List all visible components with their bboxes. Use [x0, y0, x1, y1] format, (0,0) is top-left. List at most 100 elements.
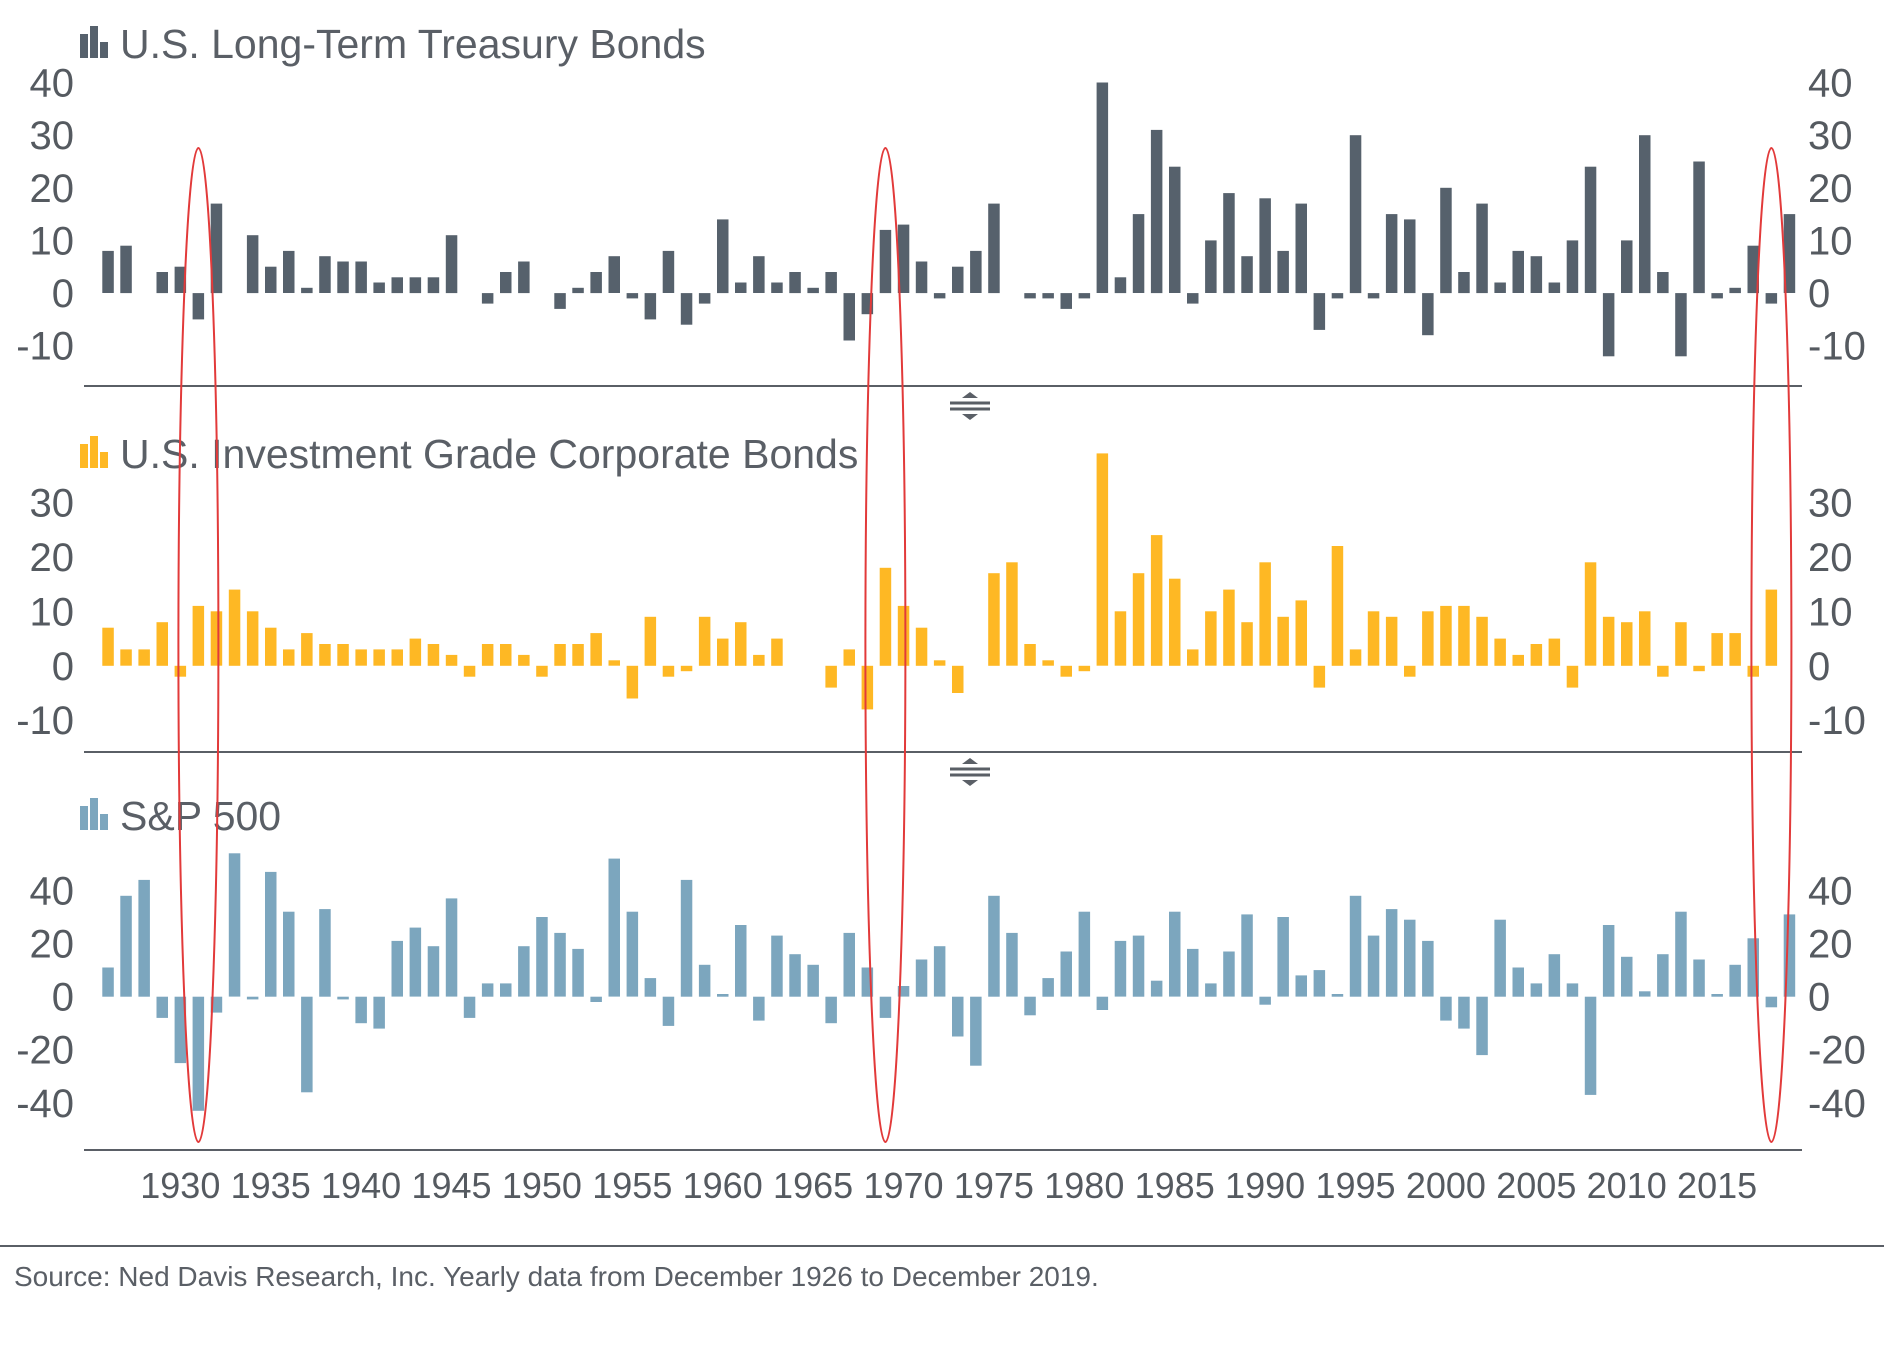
bar-1948 — [500, 272, 512, 294]
bar-1931 — [192, 293, 205, 320]
bar-1942 — [391, 277, 403, 294]
bar-1934 — [246, 235, 259, 294]
bar-1935 — [265, 266, 277, 293]
bar-1960 — [717, 994, 729, 997]
y-tick-left: 20 — [30, 167, 75, 211]
bar-1946 — [463, 996, 476, 1018]
bar-1944 — [427, 277, 440, 294]
y-tick-right: -10 — [1808, 325, 1866, 369]
y-tick-right: -40 — [1808, 1082, 1866, 1126]
bar-1974 — [970, 996, 982, 1066]
y-tick-right: 0 — [1808, 976, 1830, 1020]
bar-1961 — [735, 622, 747, 666]
bar-1940 — [355, 996, 367, 1024]
bar-1990 — [1259, 996, 1271, 1005]
bar-1930 — [174, 266, 187, 293]
bar-2009 — [1602, 293, 1615, 357]
x-tick-label: 2005 — [1496, 1165, 1576, 1206]
y-tick-left: -10 — [16, 699, 74, 743]
x-tick-label: 2010 — [1587, 1165, 1667, 1206]
bar-2002 — [1476, 996, 1488, 1056]
bar-1992 — [1295, 975, 1307, 997]
bar-1955 — [626, 911, 639, 997]
bar-1949 — [518, 261, 530, 294]
y-tick-right: -20 — [1808, 1029, 1866, 1073]
x-tick-label: 1945 — [411, 1165, 491, 1206]
panel-2: U.S. Investment Grade Corporate Bonds 30 3… — [16, 431, 1866, 786]
bar-1984 — [1150, 535, 1163, 666]
bar-1929 — [156, 622, 168, 666]
resize-handle-icon[interactable] — [950, 392, 990, 420]
bar-1995 — [1349, 649, 1362, 666]
bar-1951 — [554, 932, 566, 997]
bar-1947 — [481, 983, 494, 997]
bar-1969 — [879, 567, 892, 666]
bar-1957 — [662, 665, 675, 677]
bar-1930 — [174, 996, 187, 1064]
bar-1947 — [481, 644, 494, 666]
bar-1944 — [427, 644, 440, 666]
bar-1949 — [518, 654, 530, 666]
bar-2006 — [1548, 638, 1561, 666]
bar-1967 — [843, 649, 855, 666]
bar-1962 — [753, 256, 765, 293]
bar-2003 — [1494, 638, 1506, 666]
panel-title: U.S. Investment Grade Corporate Bonds — [120, 431, 858, 477]
bar-1951 — [554, 293, 566, 309]
y-tick-left: 30 — [30, 114, 75, 158]
bar-1932 — [210, 203, 223, 294]
bar-2008 — [1584, 996, 1597, 1095]
bar-1928 — [138, 649, 150, 666]
bar-1939 — [337, 996, 349, 1000]
x-tick-label: 1950 — [502, 1165, 582, 1206]
bar-1979 — [1060, 293, 1072, 309]
bar-1984 — [1150, 129, 1163, 294]
bar-2015 — [1711, 293, 1723, 299]
bar-1929 — [156, 272, 168, 294]
bar-2009 — [1602, 925, 1615, 997]
bar-2005 — [1530, 256, 1543, 293]
bar-1959 — [698, 616, 711, 666]
bar-1937 — [301, 287, 313, 294]
bar-1985 — [1169, 166, 1181, 293]
bar-2009 — [1602, 616, 1615, 666]
bar-1951 — [554, 644, 566, 666]
panel-title: U.S. Long-Term Treasury Bonds — [120, 21, 706, 67]
bar-2017 — [1747, 245, 1759, 294]
bar-1968 — [861, 293, 874, 315]
bar-1969 — [879, 996, 892, 1018]
bar-1989 — [1241, 256, 1253, 293]
y-tick-right: 10 — [1808, 590, 1853, 634]
bar-1972 — [933, 293, 946, 299]
bar-2004 — [1512, 967, 1524, 997]
bar-1986 — [1187, 948, 1199, 997]
bar-2014 — [1693, 665, 1705, 672]
bar-1938 — [319, 909, 331, 997]
bar-1953 — [590, 633, 602, 666]
bar-1999 — [1422, 293, 1434, 336]
bar-1957 — [662, 250, 675, 293]
bar-1953 — [590, 272, 602, 294]
y-tick-right: 30 — [1808, 481, 1853, 525]
bar-1979 — [1060, 665, 1072, 677]
y-tick-right: 20 — [1808, 536, 1853, 580]
bar-1991 — [1277, 616, 1289, 666]
bar-1933 — [228, 589, 241, 666]
bar-1966 — [825, 996, 837, 1024]
bar-2007 — [1566, 983, 1579, 997]
bar-2004 — [1512, 250, 1524, 293]
bar-1994 — [1331, 994, 1344, 997]
bar-1996 — [1367, 293, 1380, 299]
bar-1935 — [265, 627, 277, 666]
bar-1964 — [789, 954, 801, 997]
bar-1953 — [590, 996, 602, 1002]
bar-2006 — [1548, 282, 1561, 293]
highlight-ellipse-1969 — [864, 147, 907, 1143]
y-tick-left: 10 — [30, 219, 75, 263]
bar-1961 — [735, 282, 747, 293]
bar-1970 — [897, 986, 910, 997]
bar-1988 — [1223, 951, 1235, 997]
bar-1958 — [680, 879, 693, 997]
bar-1954 — [608, 256, 620, 293]
resize-handle-icon[interactable] — [950, 758, 990, 786]
